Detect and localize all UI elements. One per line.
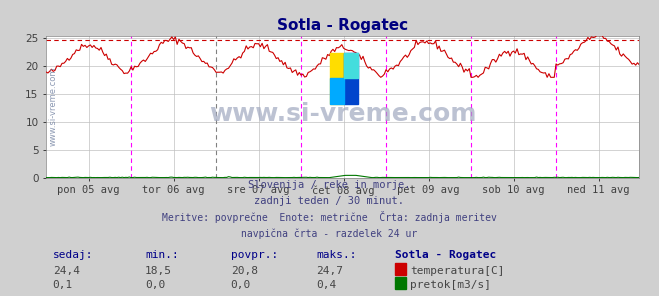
Text: www.si-vreme.com: www.si-vreme.com (209, 102, 476, 126)
Bar (330, 78, 344, 104)
Title: Sotla - Rogatec: Sotla - Rogatec (277, 18, 408, 33)
Text: 20,8: 20,8 (231, 266, 258, 276)
Text: 0,0: 0,0 (145, 280, 165, 290)
Text: temperatura[C]: temperatura[C] (410, 266, 504, 276)
Text: Slovenija / reke in morje.: Slovenija / reke in morje. (248, 180, 411, 190)
Bar (344, 53, 358, 78)
Text: Sotla - Rogatec: Sotla - Rogatec (395, 250, 497, 260)
Text: 24,4: 24,4 (53, 266, 80, 276)
Text: navpična črta - razdelek 24 ur: navpična črta - razdelek 24 ur (241, 228, 418, 239)
Text: maks.:: maks.: (316, 250, 357, 260)
Text: 24,7: 24,7 (316, 266, 343, 276)
Text: sedaj:: sedaj: (53, 250, 93, 260)
Text: 0,1: 0,1 (53, 280, 73, 290)
Bar (344, 53, 358, 104)
Text: povpr.:: povpr.: (231, 250, 278, 260)
Bar (330, 53, 344, 104)
Text: 18,5: 18,5 (145, 266, 172, 276)
Text: www.si-vreme.com: www.si-vreme.com (49, 67, 58, 146)
Text: 0,0: 0,0 (231, 280, 251, 290)
Text: Meritve: povprečne  Enote: metrične  Črta: zadnja meritev: Meritve: povprečne Enote: metrične Črta:… (162, 210, 497, 223)
Text: min.:: min.: (145, 250, 179, 260)
Text: pretok[m3/s]: pretok[m3/s] (410, 280, 491, 290)
Text: zadnji teden / 30 minut.: zadnji teden / 30 minut. (254, 196, 405, 206)
Text: 0,4: 0,4 (316, 280, 337, 290)
